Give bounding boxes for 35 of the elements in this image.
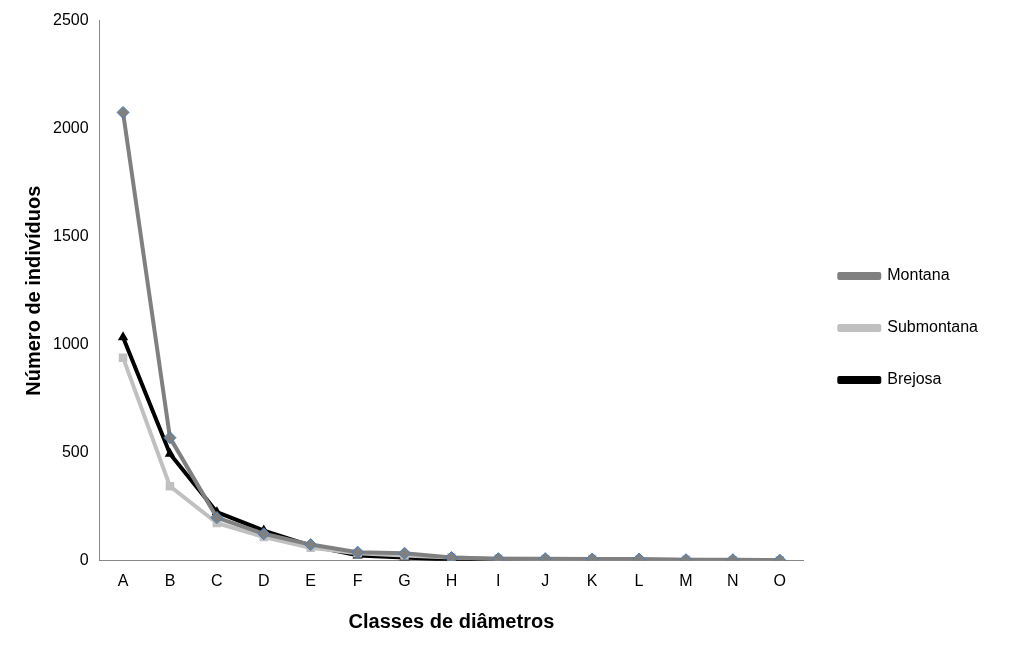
x-tick-label: B — [164, 571, 176, 589]
y-tick-label: 0 — [79, 551, 89, 569]
x-tick-label: O — [773, 571, 787, 589]
y-axis-title: Número de indivíduos — [21, 185, 44, 396]
x-tick-label: M — [679, 571, 693, 589]
y-tick-label: 2500 — [53, 11, 89, 29]
x-tick-label: L — [634, 571, 644, 589]
point — [164, 447, 176, 457]
x-tick-label: F — [352, 571, 363, 589]
y-tick-label: 2000 — [53, 119, 89, 137]
point — [116, 105, 130, 119]
x-tick-label: D — [258, 571, 270, 589]
point — [398, 546, 412, 560]
point — [351, 545, 365, 559]
x-tick-label: H — [445, 571, 458, 589]
x-tick-label: G — [398, 571, 411, 589]
x-tick-label: J — [541, 571, 550, 589]
x-tick-label: A — [117, 571, 129, 589]
x-tick-label: I — [496, 571, 501, 589]
x-axis-title: Classes de diâmetros — [348, 609, 555, 632]
point — [210, 511, 224, 525]
point — [163, 431, 177, 445]
x-tick-label: C — [211, 571, 223, 589]
x-tick-label: N — [727, 571, 739, 589]
x-tick-label: E — [305, 571, 317, 589]
legend-label: Brejosa — [887, 370, 942, 388]
point — [118, 353, 128, 362]
legend-label: Montana — [887, 266, 950, 284]
point — [257, 527, 271, 541]
y-tick-label: 500 — [61, 443, 89, 461]
x-tick-label: K — [586, 571, 598, 589]
legend-label: Submontana — [887, 318, 979, 336]
point — [117, 331, 129, 341]
y-tick-label: 1000 — [53, 335, 89, 353]
y-tick-label: 1500 — [53, 227, 89, 245]
